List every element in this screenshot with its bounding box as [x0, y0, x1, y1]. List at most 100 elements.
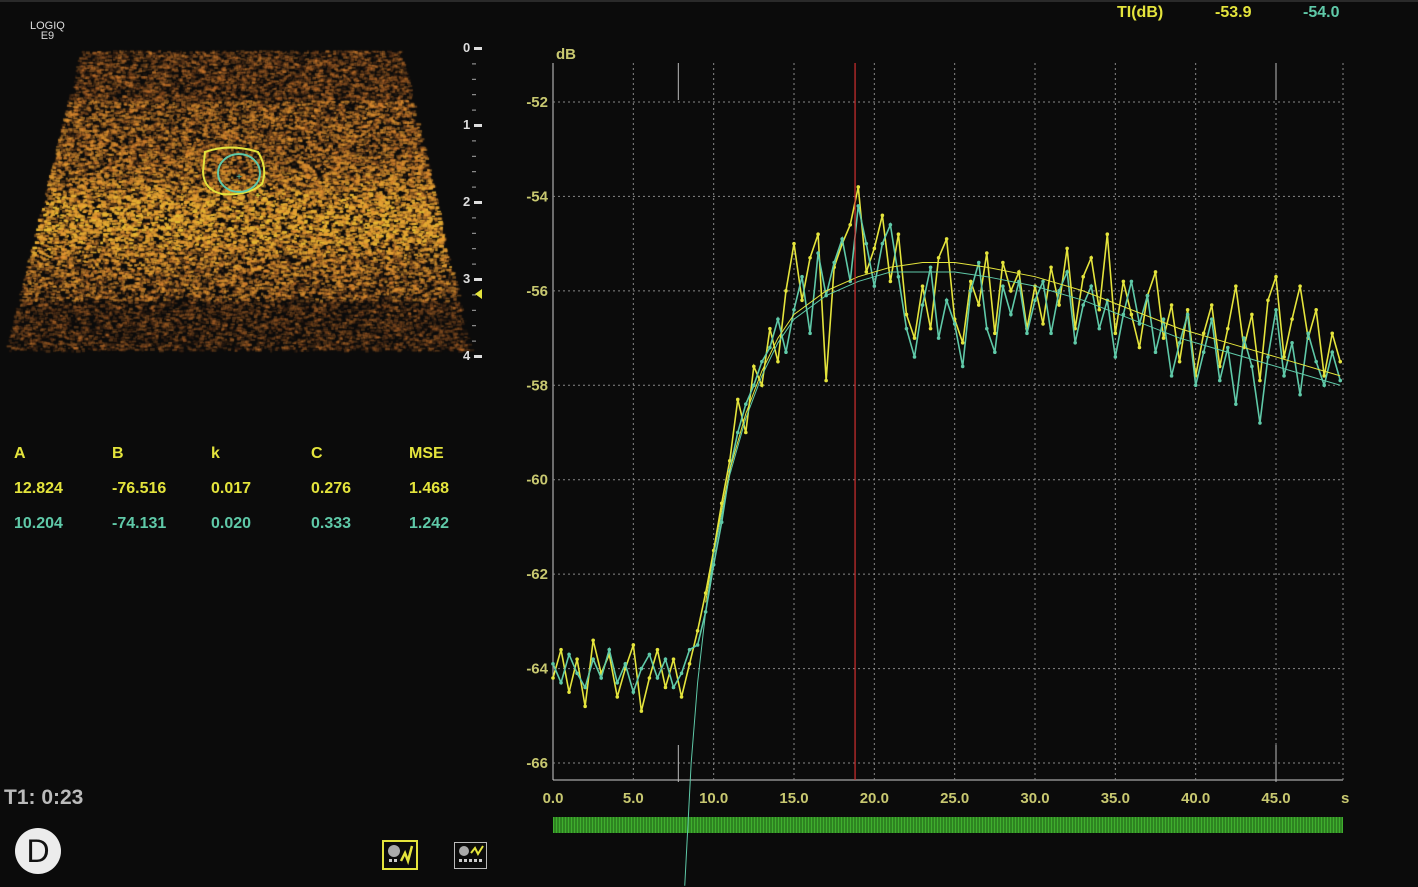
data-point-roi1 [1169, 303, 1174, 307]
data-point-roi2 [1226, 345, 1230, 350]
roi-handle[interactable]: + [255, 191, 261, 202]
param-value: 1.468 [409, 480, 450, 497]
data-point-roi2 [864, 241, 869, 246]
data-point-roi1 [727, 459, 732, 463]
data-point-roi2 [655, 676, 660, 680]
x-tick-label: 35.0 [1101, 790, 1130, 807]
depth-major-tick [474, 201, 482, 204]
x-tick-label: 15.0 [779, 790, 808, 807]
data-point-roi2 [1065, 270, 1069, 274]
x-tick-label: 5.0 [623, 790, 644, 807]
data-point-roi1 [1338, 359, 1343, 364]
param-value: 10.204 [14, 515, 63, 532]
ti-label: TI(dB) [1117, 4, 1164, 21]
data-point-roi1 [864, 270, 869, 274]
data-point-roi1 [752, 364, 756, 369]
data-point-roi2 [639, 666, 644, 671]
data-point-roi2 [784, 350, 788, 355]
data-point-roi2 [1073, 340, 1077, 345]
depth-minor-tick [472, 63, 476, 65]
data-point-roi2 [591, 657, 595, 661]
data-point-roi2 [1185, 312, 1190, 317]
data-point-roi1 [856, 185, 861, 189]
data-point-roi1 [1057, 303, 1061, 307]
data-point-roi1 [1081, 274, 1085, 279]
data-point-roi1 [1153, 270, 1158, 274]
data-point-roi1 [735, 397, 740, 402]
focus-marker-icon[interactable] [475, 289, 482, 299]
data-point-roi1 [591, 638, 595, 643]
data-point-roi2 [760, 359, 764, 364]
fit-curve-roi1 [705, 262, 1341, 603]
data-point-roi2 [880, 241, 885, 246]
depth-minor-tick [472, 325, 476, 327]
y-tick-label: -54 [526, 188, 548, 205]
data-point-roi1 [1113, 331, 1118, 336]
x-tick-label: 0.0 [543, 790, 564, 807]
param-header-c: C [311, 445, 323, 462]
data-point-roi2 [1153, 350, 1158, 355]
depth-major-tick [474, 278, 482, 281]
data-point-roi1 [848, 222, 853, 227]
curve-fit-icon [388, 845, 414, 866]
curve-table-button[interactable] [454, 842, 487, 869]
data-point-roi2 [1009, 312, 1013, 317]
depth-minor-tick [472, 340, 476, 342]
data-point-roi2 [615, 680, 620, 685]
roi-teal-outline[interactable] [217, 153, 261, 193]
data-point-roi2 [1129, 279, 1134, 284]
data-point-roi1 [1282, 355, 1286, 359]
ultrasound-image[interactable] [0, 40, 490, 370]
data-point-roi1 [904, 312, 909, 317]
data-point-roi1 [816, 232, 820, 236]
curve-fit-button[interactable] [382, 840, 418, 870]
data-point-roi2 [1001, 284, 1005, 288]
data-point-roi2 [792, 307, 796, 312]
param-header-b: B [112, 445, 124, 462]
data-point-roi2 [583, 685, 587, 690]
data-point-roi1 [1049, 265, 1053, 270]
data-point-roi1 [1009, 289, 1013, 293]
data-point-roi2 [952, 322, 957, 326]
roi-center-marker: + [236, 172, 242, 183]
param-value: 0.020 [211, 515, 252, 532]
depth-minor-tick [472, 263, 476, 265]
x-tick-label: 25.0 [940, 790, 969, 807]
data-point-roi2 [928, 265, 933, 270]
data-point-roi2 [687, 647, 692, 652]
depth-minor-tick [472, 217, 476, 219]
data-point-roi2 [1089, 284, 1094, 288]
data-point-roi1 [1105, 232, 1110, 236]
data-point-roi1 [968, 279, 973, 284]
depth-minor-tick [472, 309, 476, 311]
data-point-roi1 [647, 676, 652, 680]
data-point-roi1 [1290, 317, 1294, 321]
fit-curve-roi2 [684, 271, 1341, 886]
data-point-roi1 [1001, 260, 1005, 265]
data-point-roi1 [993, 331, 997, 336]
depth-label: 2 [463, 194, 471, 209]
roi-yellow-outline[interactable] [201, 146, 266, 196]
data-point-roi2 [1209, 317, 1214, 321]
data-point-roi2 [631, 690, 636, 694]
data-point-roi2 [768, 345, 772, 350]
param-header-a: A [14, 445, 26, 462]
data-point-roi1 [1234, 284, 1238, 288]
data-point-roi1 [1097, 307, 1102, 312]
data-point-roi1 [1250, 312, 1254, 317]
device-logo: LOGIQ E9 [30, 21, 65, 42]
data-point-roi1 [655, 647, 660, 652]
data-point-roi1 [880, 213, 885, 218]
data-point-roi1 [575, 657, 579, 661]
data-point-roi1 [944, 237, 949, 241]
data-point-roi2 [856, 204, 861, 208]
data-point-roi1 [615, 695, 620, 699]
data-point-roi2 [1161, 317, 1166, 321]
data-point-roi2 [1177, 340, 1182, 345]
data-point-roi2 [1314, 359, 1318, 364]
series-line-roi1 [552, 186, 1342, 712]
ti-value-roi2: -54.0 [1303, 4, 1340, 21]
data-point-roi2 [599, 676, 603, 680]
data-point-roi2 [671, 685, 676, 690]
